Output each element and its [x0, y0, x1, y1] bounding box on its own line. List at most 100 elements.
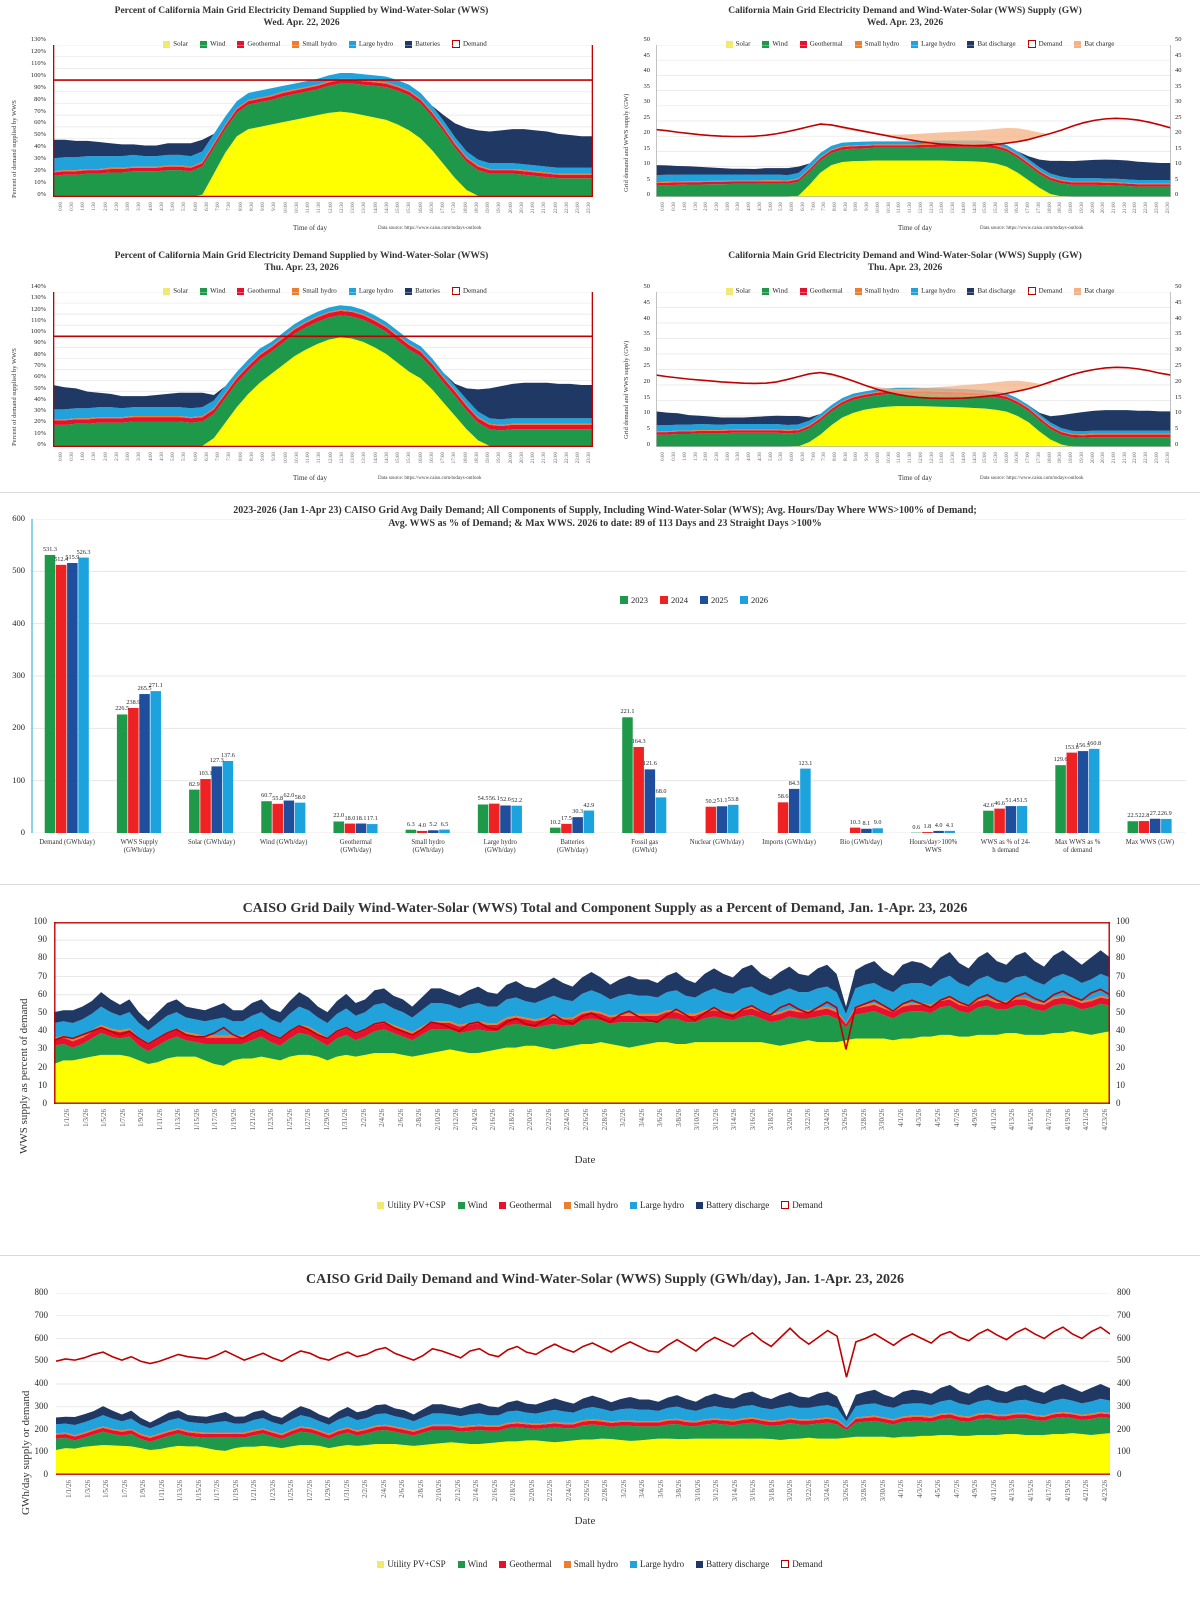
p2-x-tick: 15:00	[983, 202, 989, 214]
p4-x-tick: 6:30	[800, 452, 806, 461]
p2-x-tick: 9:00	[854, 202, 860, 211]
legend-swatch-icon	[457, 1201, 465, 1209]
p7-x-tick: 2/6/26	[398, 1480, 407, 1498]
p5-y-tick: 100	[12, 774, 25, 785]
bar-value-label: 58.6	[777, 793, 789, 801]
panel-gw-apr23: California Main Grid Electricity Demand …	[610, 243, 1200, 490]
bar-value-label: 18.1	[355, 814, 367, 822]
bar-2025-7	[572, 817, 583, 833]
p5-legend-item-2026: 2026	[740, 595, 768, 605]
bar-value-label: 22.0	[333, 812, 345, 820]
demand-line	[54, 988, 1110, 1050]
p7-x-tick: 1/25/26	[287, 1480, 296, 1502]
p4-x-tick: 0:00	[661, 452, 667, 461]
p6-y-tick: 0	[42, 1098, 48, 1108]
p4-y-tick: 50	[643, 283, 651, 290]
p6-x-tick: 4/9/26	[971, 1109, 980, 1127]
p2-legend-item-bat-discharge: Bat discharge	[967, 40, 1016, 48]
p3-x-tick: 15:00	[396, 452, 402, 464]
p3-y-tick: 100%	[30, 328, 46, 336]
p1-x-tick: 23:30	[587, 202, 593, 214]
p6-x-tick: 3/26/26	[841, 1109, 850, 1131]
bar-2025-13	[1005, 806, 1017, 833]
p6-x-ticks: 1/1/26 1/3/26 1/5/26 1/7/26 1/9/26 1/11/26 1/1…	[54, 1107, 1110, 1153]
bar-2024-9	[705, 806, 717, 833]
p1-x-tick: 17:30	[452, 202, 458, 214]
p1-x-tick: 15:30	[407, 202, 413, 214]
p1-x-tick: 19:00	[486, 202, 492, 214]
p7-x-axis-label: Date	[574, 1515, 596, 1527]
p2-x-tick: 23:00	[1154, 202, 1160, 214]
p2-y-tick: 25	[643, 113, 651, 121]
bar-value-label: 123.1	[798, 759, 813, 767]
p4-y-tick: 35	[643, 330, 651, 338]
p4-x-tick: 16:30	[1015, 452, 1021, 464]
legend-label: Bat discharge	[977, 287, 1016, 295]
p6-x-tick: 2/8/26	[415, 1109, 424, 1127]
area-series-small-hydro	[656, 390, 1171, 436]
bar-value-label: 265.5	[137, 685, 152, 693]
p2-x-ticks: 0:00 0:30 1:00 1:30 2:00 2:30 3:00 3:30 4:00 4:30…	[656, 200, 1171, 222]
area-series-solar	[656, 160, 1171, 197]
p7-x-tick: 1/29/26	[324, 1480, 333, 1502]
p2-x-tick: 20:30	[1101, 202, 1107, 214]
p7-x-tick: 4/23/26	[1100, 1480, 1109, 1502]
bar-2025-1	[139, 694, 150, 833]
p6-y-tick: 70	[38, 970, 47, 981]
legend-swatch-icon	[451, 287, 460, 295]
p7-x-tick: 2/10/26	[435, 1480, 444, 1502]
p3-x-tick: 23:30	[587, 452, 593, 464]
legend-label: Small hydro	[573, 1559, 619, 1569]
bar-2024-8	[633, 747, 644, 833]
p7-x-tick: 2/20/26	[527, 1480, 536, 1502]
legend-label: Large hydro	[640, 1559, 685, 1569]
p4-y2-tick: 40	[1175, 314, 1182, 322]
p6-x-tick: 3/6/26	[656, 1109, 665, 1127]
p2-x-tick: 7:30	[822, 202, 828, 211]
p3-x-tick: 6:30	[204, 452, 210, 461]
bar-2024-10	[777, 802, 789, 833]
p3-legend-item-wind: Wind	[200, 287, 225, 295]
p3-x-tick: 7:00	[216, 452, 222, 461]
bar-value-label: 8.1	[862, 819, 871, 827]
p2-title: California Main Grid Electricity Demand …	[618, 6, 1192, 30]
p4-x-tick: 20:30	[1101, 452, 1107, 464]
p6-y-tick: 50	[38, 1007, 47, 1017]
legend-label: Large hydro	[358, 40, 394, 48]
p4-x-tick: 10:30	[886, 452, 892, 464]
bar-value-label: 54.5	[477, 795, 489, 803]
p4-y2-tick: 30	[1175, 346, 1182, 354]
p6-x-tick: 2/12/26	[452, 1109, 461, 1131]
p3-x-tick: 19:00	[486, 452, 492, 464]
p1-x-tick: 8:30	[249, 202, 255, 211]
area-series-battery-discharge	[54, 950, 1110, 1031]
p3-x-tick: 0:30	[69, 452, 75, 461]
p2-legend-item-geothermal: Geothermal	[799, 40, 843, 48]
p6-x-axis-label: Date	[574, 1154, 596, 1166]
p2-y-tick: 45	[643, 51, 651, 59]
legend-swatch-icon	[377, 1560, 385, 1568]
p6-y2-tick: 20	[1116, 1061, 1125, 1072]
panel-daily-percent: CAISO Grid Daily Wind-Water-Solar (WWS) …	[0, 886, 1200, 1253]
bar-2024-13	[994, 808, 1005, 833]
p4-title: California Main Grid Electricity Demand …	[618, 251, 1192, 275]
area-series-batteries	[53, 305, 593, 420]
p6-legend-item-geothermal: Geothermal	[499, 1200, 552, 1210]
legend-label: Wind	[467, 1559, 488, 1569]
p2-x-tick: 6:30	[800, 202, 806, 211]
legend-label: Wind	[210, 40, 226, 48]
p4-x-tick: 7:30	[822, 452, 828, 461]
bar-2023-8	[622, 717, 633, 833]
legend-label: Wind	[467, 1200, 488, 1210]
bar-value-label: 10.2	[549, 818, 561, 826]
bar-category-label: Bio (GWh/day)	[839, 839, 883, 846]
legend-swatch-icon	[911, 287, 919, 295]
bar-value-label: 17.1	[366, 815, 378, 823]
legend-swatch-icon	[200, 287, 208, 295]
p6-y2-tick: 50	[1116, 1007, 1125, 1017]
p1-x-tick: 16:00	[418, 202, 424, 214]
p6-y-tick: 80	[38, 952, 47, 963]
legend-swatch-icon	[1074, 287, 1082, 295]
p2-legend-item-wind: Wind	[762, 40, 788, 48]
legend-label: Utility PV+CSP	[387, 1200, 446, 1210]
